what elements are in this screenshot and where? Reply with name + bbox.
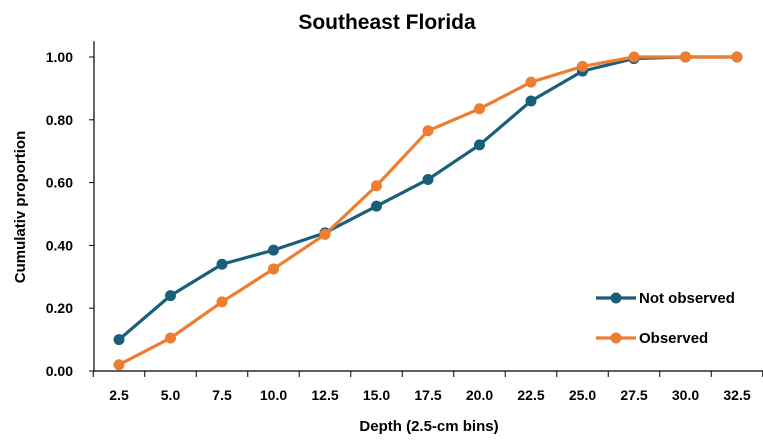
data-point-observed: [268, 263, 279, 275]
data-point-not-observed: [474, 139, 485, 151]
legend-swatch-marker: [610, 332, 622, 344]
x-tick-label: 22.5: [517, 387, 544, 403]
legend-label: Observed: [639, 330, 708, 347]
legend: Not observed Observed: [596, 290, 735, 347]
y-tick-label: 0.80: [46, 112, 73, 128]
y-tick-label: 1.00: [46, 49, 73, 65]
y-tick-labels: 0.00 0.20 0.40 0.60 0.80 1.00: [46, 49, 94, 379]
series-line-observed: [117, 55, 739, 367]
x-tick-label: 17.5: [414, 387, 441, 403]
data-point-observed: [525, 76, 537, 88]
data-point-not-observed: [113, 334, 125, 346]
x-tick-label: 10.0: [260, 387, 287, 403]
x-tick-label: 25.0: [569, 387, 596, 403]
data-point-observed: [628, 51, 640, 63]
y-tick-label: 0.40: [46, 237, 73, 253]
x-tick-label: 2.5: [109, 387, 129, 403]
legend-item-not-observed: Not observed: [596, 290, 735, 307]
data-point-observed: [319, 228, 331, 240]
data-point-not-observed: [268, 244, 279, 256]
data-point-not-observed: [165, 290, 176, 302]
series-observed: [113, 51, 743, 371]
data-point-not-observed: [216, 258, 228, 270]
y-tick-label: 0.20: [46, 300, 73, 316]
legend-label: Not observed: [639, 290, 735, 307]
data-point-not-observed: [371, 200, 382, 212]
data-point-observed: [371, 180, 382, 192]
data-point-not-observed: [422, 173, 434, 185]
data-point-observed: [731, 51, 743, 63]
x-tick-labels: 2.5 5.0 7.5 10.0 12.5 15.0 17.5 20.0 22.5 25.0 27.…: [92, 371, 763, 403]
data-point-observed: [422, 125, 434, 137]
x-axis-title: Depth (2.5-cm bins): [359, 418, 498, 435]
legend-swatch-marker: [610, 292, 622, 304]
x-tick-label: 32.5: [723, 387, 750, 403]
x-tick-label: 30.0: [672, 387, 699, 403]
data-point-observed: [577, 60, 588, 72]
data-point-observed: [165, 332, 176, 344]
axes: [93, 41, 763, 372]
data-point-not-observed: [525, 95, 537, 107]
chart-title: Southeast Florida: [298, 11, 476, 34]
x-tick-label: 15.0: [363, 387, 390, 403]
data-point-observed: [216, 296, 228, 308]
data-point-observed: [474, 103, 485, 115]
x-tick-label: 12.5: [311, 387, 338, 403]
data-point-observed: [113, 359, 125, 371]
series-layer: [113, 51, 743, 371]
x-tick-label: 27.5: [620, 387, 647, 403]
x-tick-label: 20.0: [466, 387, 493, 403]
y-tick-label: 0.60: [46, 175, 73, 191]
data-point-observed: [680, 51, 691, 63]
legend-item-observed: Observed: [596, 330, 708, 347]
x-tick-label: 5.0: [161, 387, 181, 403]
x-tick-label: 7.5: [212, 387, 232, 403]
y-axis-title: Cumulativ proportion: [12, 131, 29, 284]
y-tick-label: 0.00: [46, 363, 73, 379]
